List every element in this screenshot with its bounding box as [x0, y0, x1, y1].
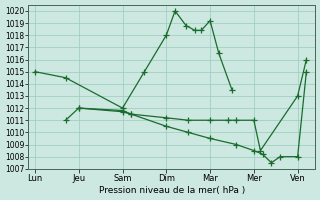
X-axis label: Pression niveau de la mer( hPa ): Pression niveau de la mer( hPa ) [99, 186, 245, 195]
